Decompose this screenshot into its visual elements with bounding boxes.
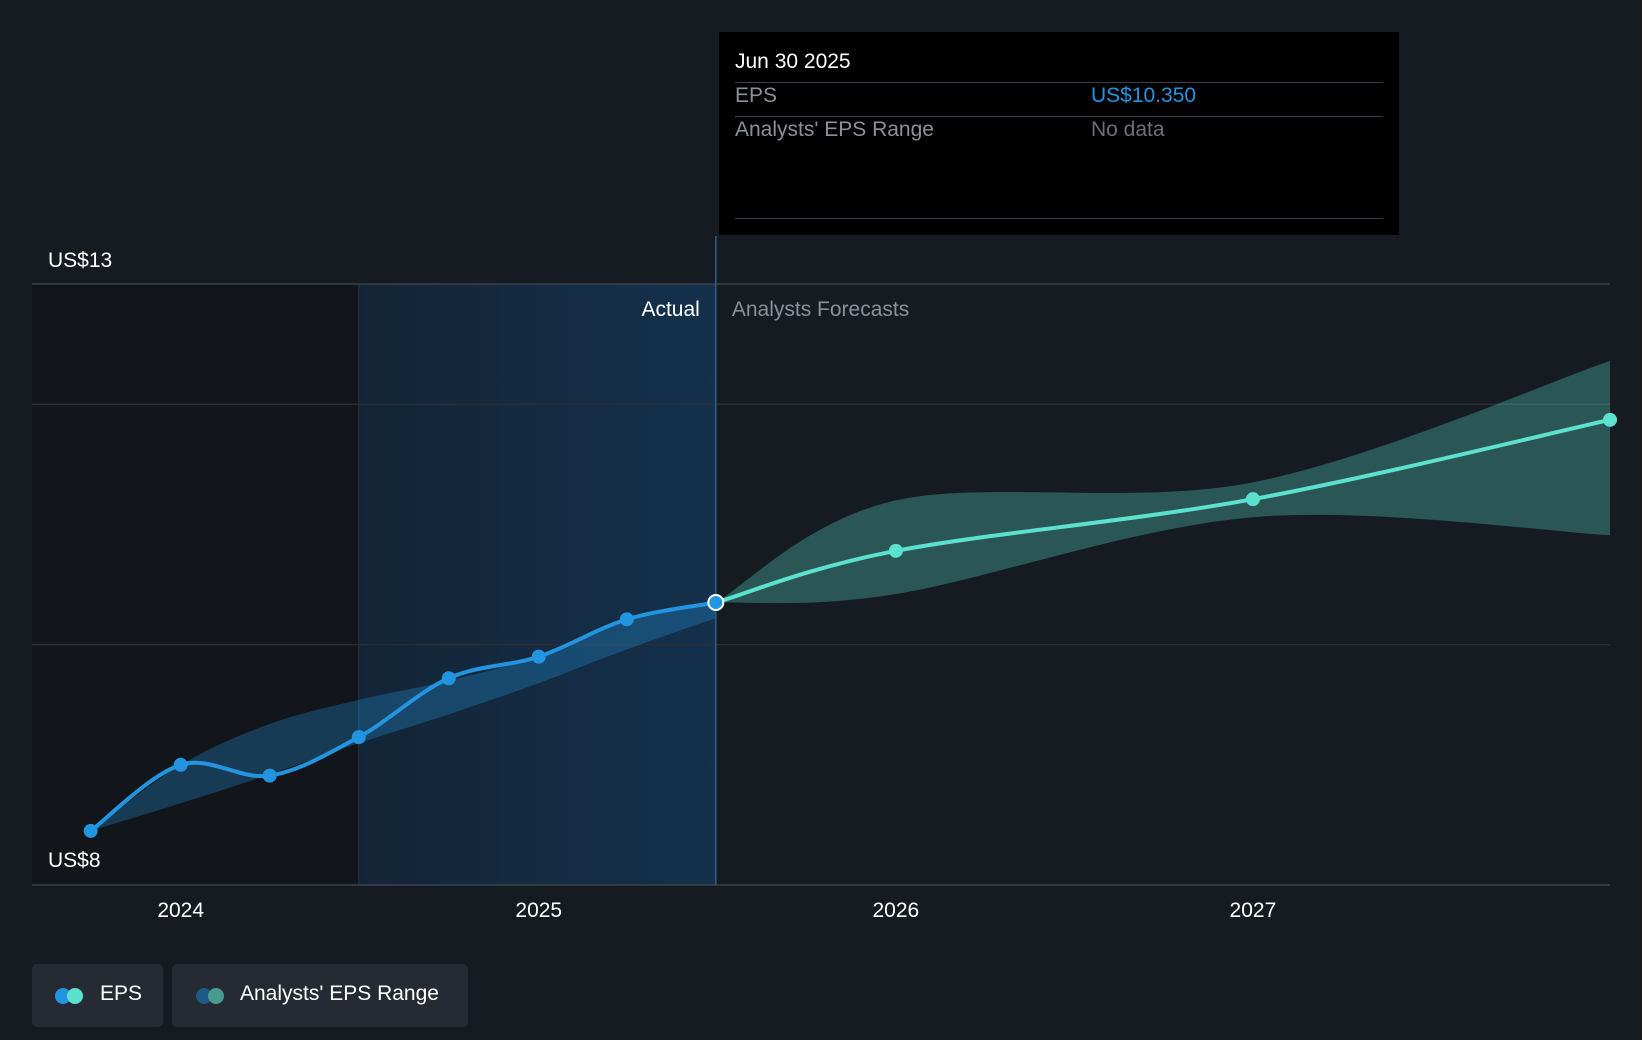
tooltip-divider: [735, 82, 1383, 83]
eps-data-point[interactable]: [888, 543, 903, 558]
actual-region-label: Actual: [641, 298, 699, 321]
eps-data-point[interactable]: [262, 768, 277, 783]
eps-data-point[interactable]: [351, 730, 366, 745]
eps-swatch-icon: [55, 988, 85, 1004]
eps-data-point[interactable]: [531, 649, 546, 664]
legend-label: EPS: [100, 982, 143, 1005]
eps-range-area: [715, 360, 1610, 604]
eps-data-point[interactable]: [83, 823, 98, 838]
range-swatch-icon: [196, 988, 226, 1004]
tooltip-divider: [735, 116, 1383, 117]
highlighted-data-point[interactable]: [707, 594, 725, 612]
eps-data-point[interactable]: [1245, 492, 1260, 507]
tooltip-range-label: Analysts' EPS Range: [735, 118, 934, 141]
tooltip-range-value: No data: [1091, 118, 1165, 141]
eps-points: [83, 412, 1617, 838]
eps-data-point[interactable]: [173, 757, 188, 772]
forecast-region-label: Analysts Forecasts: [732, 298, 909, 321]
legend-item-eps-range[interactable]: Analysts' EPS Range: [172, 964, 468, 1027]
eps-data-point[interactable]: [1603, 412, 1617, 427]
y-tick-label-max: US$13: [48, 249, 112, 272]
tooltip-divider: [735, 218, 1383, 219]
tooltip-eps-value: US$10.350: [1091, 84, 1197, 107]
legend-item-eps[interactable]: EPS: [32, 964, 163, 1027]
legend-label: Analysts' EPS Range: [240, 982, 439, 1005]
eps-line: [713, 417, 1612, 605]
x-tick-labels: 2024 2025 2026 2027: [157, 899, 1276, 922]
actual-period-highlight: [358, 284, 716, 885]
tooltip-eps-label: EPS: [735, 84, 778, 107]
tooltip-date: Jun 30 2025: [735, 50, 851, 73]
eps-data-point[interactable]: [441, 671, 456, 686]
x-tick-label: 2025: [515, 899, 562, 922]
eps-chart: US$13 US$8 Actual Analysts Forecasts 202…: [32, 236, 1617, 922]
y-tick-label-min: US$8: [48, 849, 101, 872]
eps-data-point[interactable]: [619, 612, 634, 627]
x-tick-label: 2027: [1230, 899, 1277, 922]
x-tick-label: 2024: [157, 899, 204, 922]
hover-tooltip: Jun 30 2025 EPS US$10.350 Analysts' EPS …: [719, 32, 1399, 235]
x-tick-label: 2026: [872, 899, 919, 922]
